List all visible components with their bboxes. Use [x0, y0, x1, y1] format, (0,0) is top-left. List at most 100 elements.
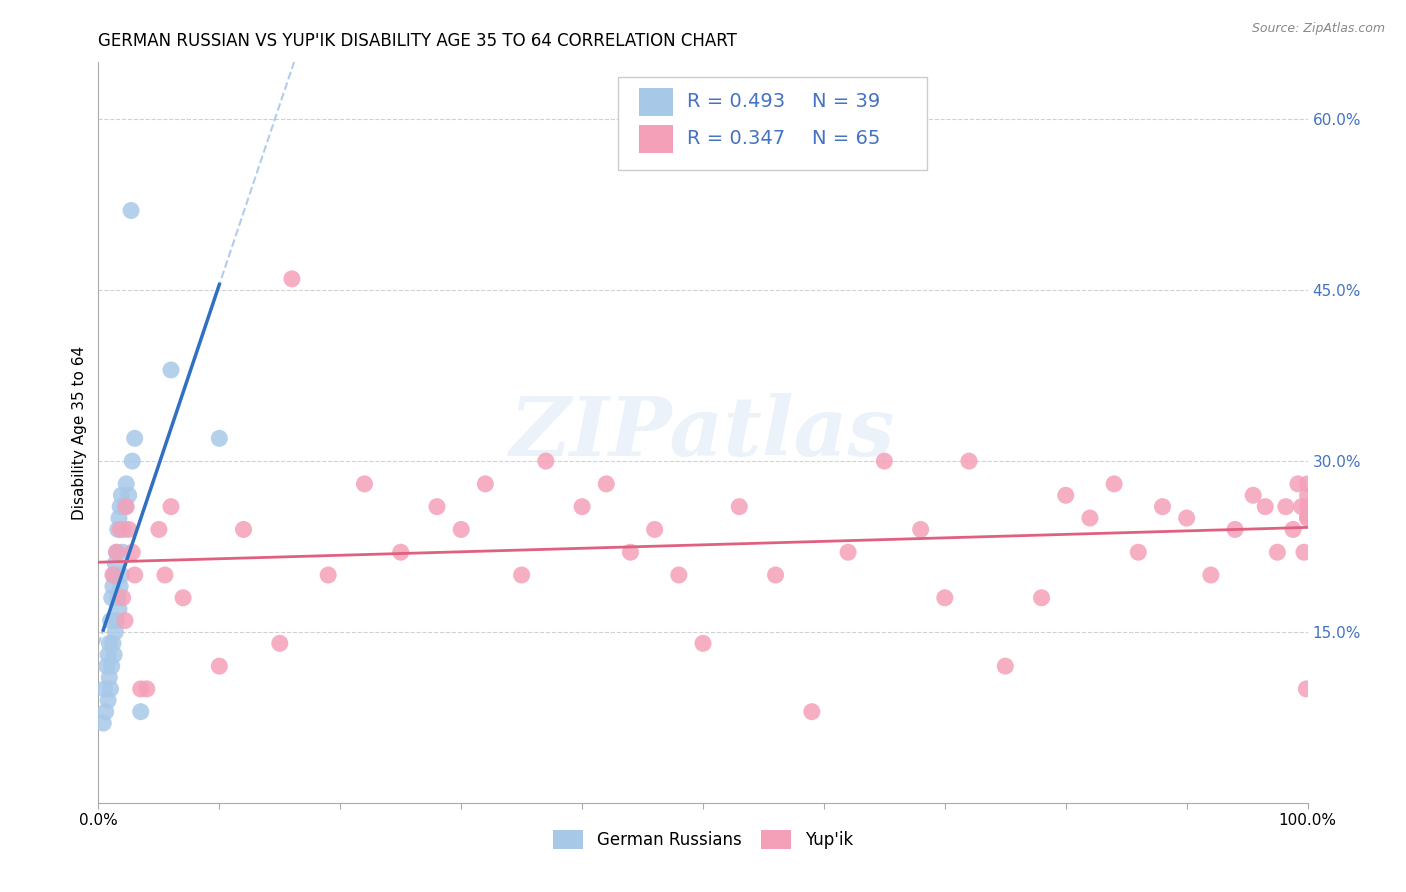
Point: [1175, 511, 1198, 525]
Point: [474, 476, 496, 491]
Point: [115, 476, 138, 491]
FancyBboxPatch shape: [638, 87, 673, 116]
Text: N = 39: N = 39: [811, 92, 880, 112]
Point: [108, 602, 131, 616]
Point: [1241, 488, 1264, 502]
Point: [118, 488, 141, 502]
Point: [208, 431, 231, 445]
Point: [1296, 476, 1319, 491]
Point: [108, 579, 131, 593]
Point: [1286, 476, 1309, 491]
Point: [1296, 500, 1319, 514]
Point: [172, 591, 194, 605]
Point: [114, 500, 136, 514]
Point: [120, 203, 142, 218]
Point: [108, 500, 131, 514]
Point: [800, 705, 823, 719]
Point: [316, 568, 339, 582]
Point: [994, 659, 1017, 673]
Point: [112, 523, 135, 537]
Text: GERMAN RUSSIAN VS YUP'IK DISABILITY AGE 35 TO 64 CORRELATION CHART: GERMAN RUSSIAN VS YUP'IK DISABILITY AGE …: [98, 32, 737, 50]
Point: [107, 523, 129, 537]
Point: [100, 659, 122, 673]
Point: [1152, 500, 1174, 514]
Point: [1102, 476, 1125, 491]
Point: [110, 568, 132, 582]
Point: [1054, 488, 1077, 502]
Point: [1078, 511, 1101, 525]
Point: [98, 636, 121, 650]
Point: [98, 671, 121, 685]
Point: [118, 523, 141, 537]
Point: [101, 636, 124, 650]
Text: ZIPatlas: ZIPatlas: [510, 392, 896, 473]
Point: [281, 272, 304, 286]
Point: [114, 614, 136, 628]
Point: [426, 500, 449, 514]
Text: R = 0.347: R = 0.347: [688, 129, 786, 148]
Point: [100, 681, 122, 696]
Point: [957, 454, 980, 468]
Point: [100, 591, 122, 605]
Point: [115, 500, 138, 514]
Point: [105, 545, 128, 559]
Point: [93, 681, 115, 696]
Point: [110, 488, 132, 502]
Point: [389, 545, 412, 559]
Point: [837, 545, 859, 559]
Point: [692, 636, 714, 650]
Point: [510, 568, 533, 582]
Point: [1275, 500, 1298, 514]
Point: [1296, 488, 1319, 502]
Point: [728, 500, 751, 514]
Point: [269, 636, 291, 650]
Point: [94, 705, 117, 719]
Point: [101, 568, 124, 582]
Point: [135, 681, 157, 696]
Point: [571, 500, 593, 514]
Point: [353, 476, 375, 491]
Point: [104, 557, 127, 571]
Point: [105, 545, 128, 559]
Point: [208, 659, 231, 673]
Point: [1282, 523, 1305, 537]
Point: [1223, 523, 1246, 537]
Point: [104, 624, 127, 639]
Point: [1199, 568, 1222, 582]
Point: [1295, 681, 1317, 696]
Point: [1296, 511, 1319, 525]
Point: [148, 523, 170, 537]
Point: [121, 454, 143, 468]
Point: [111, 545, 134, 559]
Y-axis label: Disability Age 35 to 64: Disability Age 35 to 64: [72, 345, 87, 520]
Point: [108, 511, 131, 525]
Text: R = 0.493: R = 0.493: [688, 92, 786, 112]
Point: [91, 716, 114, 731]
Point: [96, 659, 118, 673]
Point: [1254, 500, 1277, 514]
Point: [644, 523, 666, 537]
Point: [232, 523, 254, 537]
Point: [934, 591, 956, 605]
Point: [107, 591, 129, 605]
Text: N = 65: N = 65: [811, 129, 880, 148]
Point: [910, 523, 932, 537]
Point: [111, 591, 134, 605]
Point: [103, 648, 125, 662]
FancyBboxPatch shape: [619, 78, 927, 169]
Point: [121, 545, 143, 559]
Point: [873, 454, 896, 468]
Point: [108, 523, 131, 537]
Point: [1031, 591, 1053, 605]
Point: [534, 454, 557, 468]
Point: [97, 693, 120, 707]
FancyBboxPatch shape: [638, 125, 673, 153]
Point: [105, 614, 128, 628]
Point: [668, 568, 690, 582]
Point: [124, 431, 146, 445]
Text: Source: ZipAtlas.com: Source: ZipAtlas.com: [1251, 22, 1385, 36]
Point: [97, 648, 120, 662]
Point: [129, 705, 152, 719]
Point: [765, 568, 787, 582]
Legend: German Russians, Yup'ik: German Russians, Yup'ik: [546, 822, 860, 857]
